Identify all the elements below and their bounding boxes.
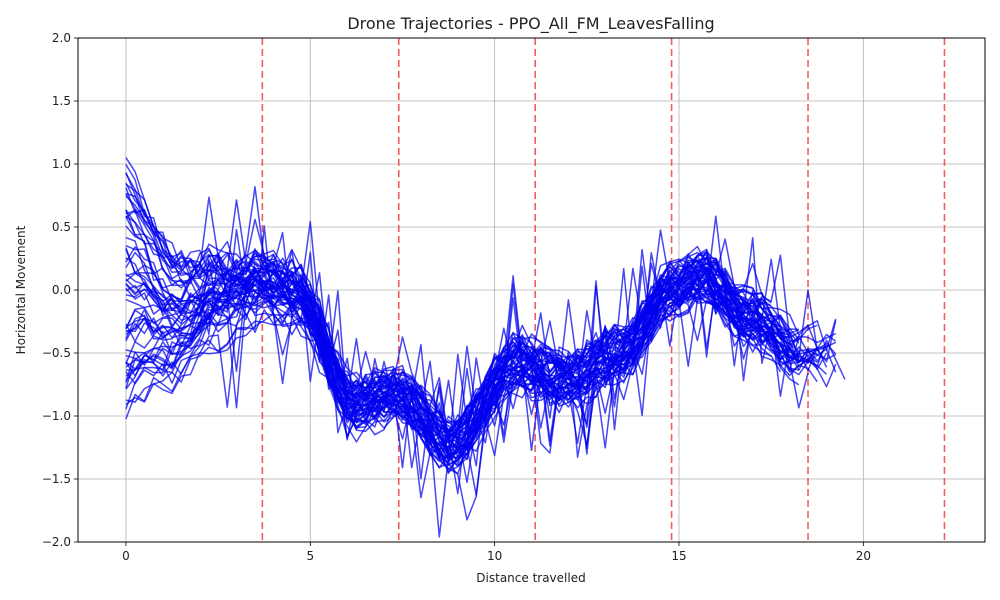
y-tick-label-4: 0.0 bbox=[52, 283, 71, 297]
y-tick-label-6: 1.0 bbox=[52, 157, 71, 171]
y-axis-label: Horizontal Movement bbox=[14, 225, 28, 354]
trajectory-line-56 bbox=[125, 183, 818, 496]
trajectory-line-55 bbox=[125, 250, 800, 432]
y-tick-label-7: 1.5 bbox=[52, 94, 71, 108]
vertical-markers bbox=[261, 38, 946, 542]
trajectory-line-58 bbox=[125, 282, 837, 460]
trajectory-line-34 bbox=[125, 192, 799, 452]
y-tick-label-3: −0.5 bbox=[42, 346, 71, 360]
x-tick-label-1: 5 bbox=[306, 549, 314, 563]
x-tick-label-0: 0 bbox=[122, 549, 130, 563]
y-tick-label-5: 0.5 bbox=[52, 220, 71, 234]
trajectory-line-53 bbox=[125, 251, 837, 450]
x-tick-label-3: 15 bbox=[671, 549, 686, 563]
trajectory-line-49 bbox=[125, 182, 763, 433]
trajectory-line-57 bbox=[125, 280, 800, 467]
x-axis-label: Distance travelled bbox=[476, 571, 585, 585]
y-tick-label-0: −2.0 bbox=[42, 535, 71, 549]
y-tick-label-1: −1.5 bbox=[42, 472, 71, 486]
trajectory-series bbox=[125, 157, 846, 538]
trajectory-line-59 bbox=[125, 236, 763, 454]
y-tick-label-8: 2.0 bbox=[52, 31, 71, 45]
axis-ticks: 0 5 10 15 20 −2.0 −1.5 −1.0 −0.5 0.0 0.5 1.0 1.5 2.0 bbox=[42, 31, 871, 563]
x-tick-label-2: 10 bbox=[487, 549, 502, 563]
chart-title: Drone Trajectories - PPO_All_FM_LeavesFa… bbox=[347, 14, 714, 34]
trajectory-line-51 bbox=[125, 295, 818, 475]
y-tick-label-2: −1.0 bbox=[42, 409, 71, 423]
trajectory-line-13 bbox=[125, 249, 762, 468]
x-tick-label-4: 20 bbox=[856, 549, 871, 563]
